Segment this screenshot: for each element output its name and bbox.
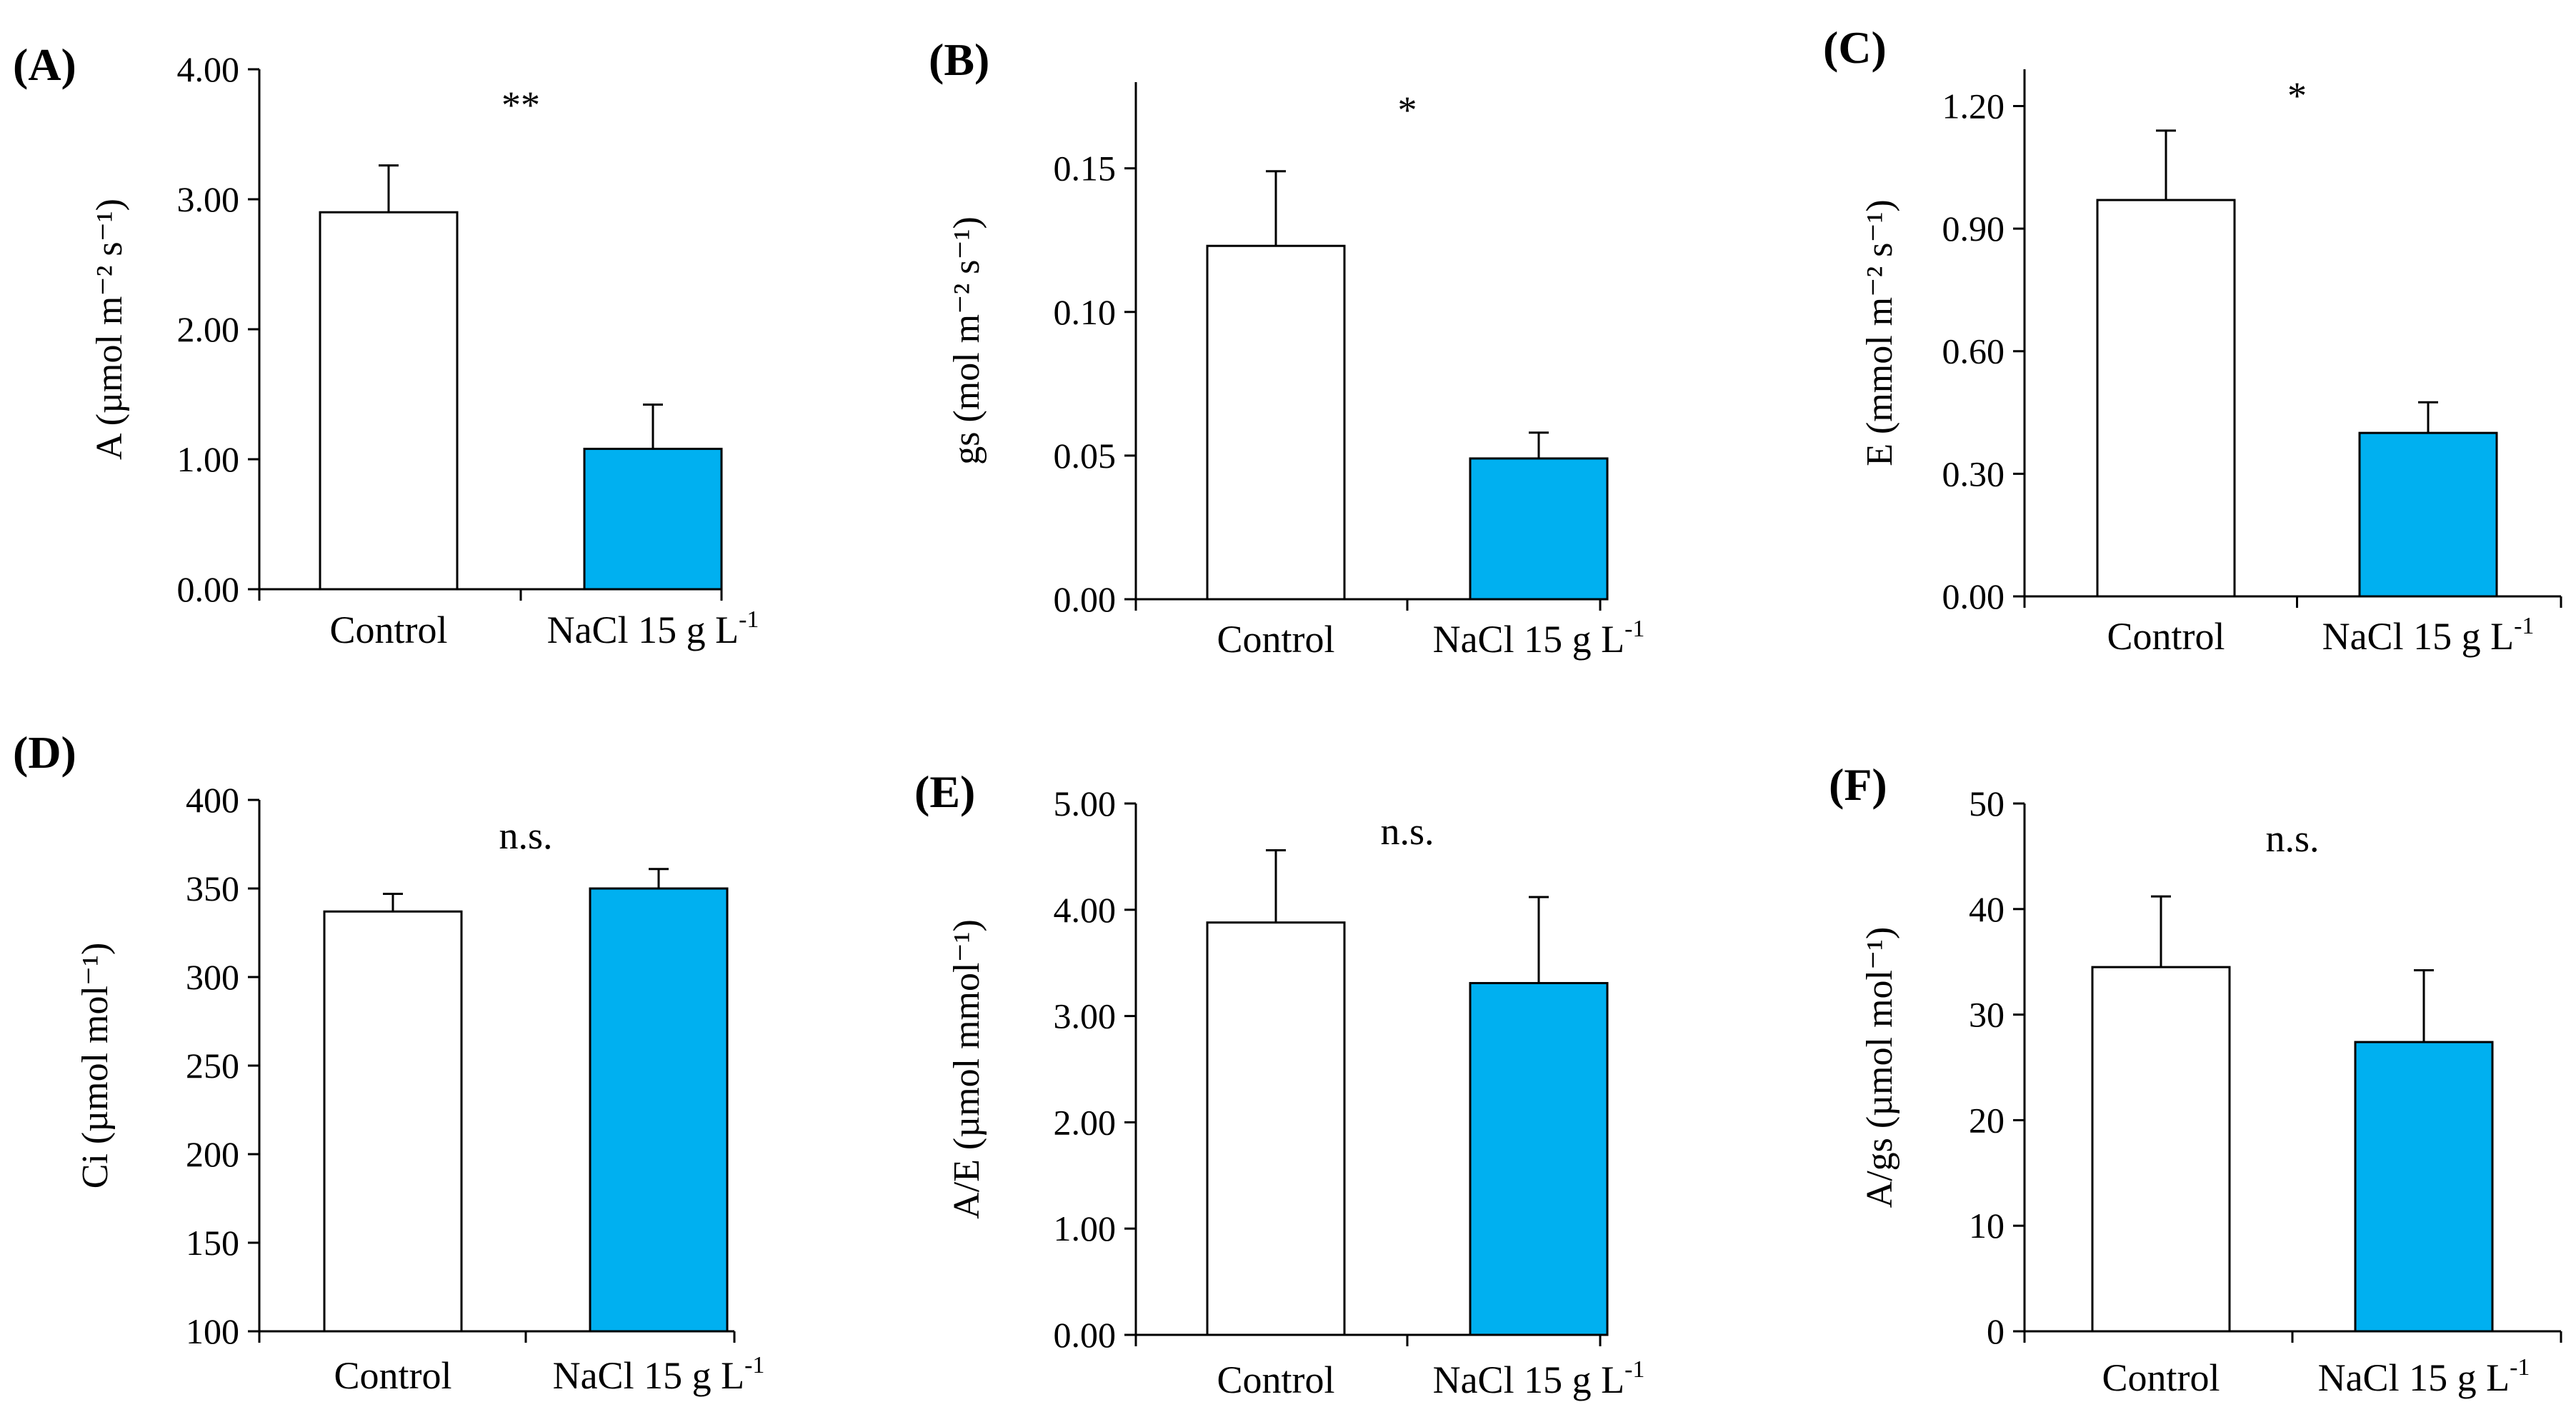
category-label: Control	[1217, 618, 1334, 661]
bar-control	[1206, 244, 1346, 601]
chart-panel-3: (C) 0.00 0.30 0.60 0.90 1.20 E (mmol m⁻² s⁻¹) C…	[1823, 22, 2562, 658]
bar-nacl	[2354, 1041, 2494, 1333]
y-tick-label: 3.00	[177, 179, 240, 219]
y-tick-label: 200	[186, 1134, 239, 1174]
category-superscript: -1	[744, 1352, 764, 1378]
category-label: Control	[2107, 615, 2225, 658]
category-label: Control	[329, 609, 447, 651]
significance-label: n.s.	[1380, 810, 1434, 853]
category-label: Control	[334, 1354, 451, 1397]
panel-label: (D)	[13, 727, 76, 778]
chart-panel-4: (D) 100 150 200 250 300 350 400 Ci (µmol mol⁻¹) C…	[13, 727, 764, 1397]
y-tick-label: 2.00	[1054, 1102, 1117, 1142]
bar-control	[1206, 921, 1346, 1336]
significance-label: n.s.	[2265, 817, 2319, 860]
category-superscript: -1	[739, 606, 759, 633]
significance-label: n.s.	[499, 814, 552, 857]
y-tick-label: 1.00	[177, 439, 240, 479]
y-tick-label: 0	[1987, 1311, 2005, 1351]
category-label: Control	[1217, 1358, 1334, 1401]
significance-label: *	[2287, 74, 2307, 117]
y-axis-label: A (µmol m⁻² s⁻¹)	[89, 199, 130, 460]
y-axis-label: A/E (µmol mmol⁻¹)	[947, 919, 987, 1219]
category-superscript: -1	[1624, 1356, 1644, 1383]
y-axis-label: A/gs (µmol mol⁻¹)	[1859, 927, 1900, 1208]
bar-control	[2091, 966, 2231, 1333]
category-label: Control	[2102, 1356, 2220, 1399]
y-tick-label: 0.10	[1054, 292, 1117, 332]
panel-label: (E)	[914, 766, 975, 817]
category-label: NaCl 15 g L-1	[553, 1352, 765, 1397]
panel-label: (A)	[13, 39, 76, 90]
y-tick-label: 0.00	[1942, 576, 2005, 616]
panel-label: (B)	[929, 34, 989, 85]
y-tick-label: 100	[186, 1311, 239, 1351]
category-label: NaCl 15 g L-1	[1433, 1356, 1645, 1401]
significance-label: **	[501, 84, 540, 126]
significance-label: *	[1398, 89, 1417, 131]
bar-nacl	[2358, 431, 2498, 598]
bar-nacl	[589, 887, 729, 1333]
y-tick-label: 5.00	[1054, 783, 1117, 823]
panel-label: (F)	[1829, 759, 1887, 810]
y-tick-label: 300	[186, 957, 239, 997]
y-tick-label: 150	[186, 1223, 239, 1263]
y-tick-label: 20	[1969, 1100, 2005, 1140]
category-label: NaCl 15 g L-1	[547, 606, 759, 651]
bar-nacl	[1469, 457, 1609, 601]
category-superscript: -1	[2510, 1354, 2530, 1381]
bar-control	[2096, 199, 2236, 598]
y-tick-label: 0.00	[177, 569, 240, 609]
y-tick-label: 0.00	[1054, 1315, 1117, 1355]
y-tick-label: 30	[1969, 995, 2005, 1035]
chart-panel-1: (A) 0.00 1.00 2.00 3.00 4.00 A (µmol m⁻² s⁻¹) C…	[13, 39, 759, 651]
chart-panel-2: (B) 0.00 0.05 0.10 0.15 gs (mol m⁻² s⁻¹) Contr…	[929, 34, 1644, 661]
y-tick-label: 0.90	[1942, 209, 2005, 249]
chart-panel-6: (F) 0 10 20 30 40 50 A/gs (µmol mol⁻¹) Control Na…	[1829, 759, 2562, 1399]
y-tick-label: 4.00	[177, 49, 240, 89]
y-tick-label: 40	[1969, 889, 2005, 929]
y-axis-label: gs (mol m⁻² s⁻¹)	[947, 216, 987, 465]
category-label: NaCl 15 g L-1	[2318, 1354, 2530, 1399]
y-tick-label: 350	[186, 868, 239, 908]
chart-panel-5: (E) 0.00 1.00 2.00 3.00 4.00 5.00 A/E (µmol mmo…	[914, 766, 1644, 1401]
y-tick-label: 0.60	[1942, 331, 2005, 371]
category-superscript: -1	[2514, 613, 2534, 639]
bar-control	[323, 910, 463, 1333]
y-tick-label: 3.00	[1054, 996, 1117, 1036]
y-tick-label: 0.30	[1942, 454, 2005, 494]
category-label: NaCl 15 g L-1	[2322, 613, 2535, 658]
category-label: NaCl 15 g L-1	[1433, 616, 1645, 661]
y-tick-label: 0.00	[1054, 579, 1117, 619]
y-axis-label: E (mmol m⁻² s⁻¹)	[1859, 199, 1900, 466]
y-tick-label: 10	[1969, 1206, 2005, 1246]
y-tick-label: 1.20	[1942, 86, 2005, 126]
bar-nacl	[583, 447, 723, 591]
category-superscript: -1	[1624, 616, 1644, 642]
bar-control	[319, 211, 459, 591]
y-tick-label: 2.00	[177, 309, 240, 349]
y-tick-label: 1.00	[1054, 1208, 1117, 1248]
panel-label: (C)	[1823, 22, 1887, 73]
y-tick-label: 0.15	[1054, 149, 1117, 189]
y-tick-label: 4.00	[1054, 890, 1117, 930]
y-axis-label: Ci (µmol mol⁻¹)	[75, 943, 116, 1189]
y-tick-label: 400	[186, 780, 239, 820]
y-tick-label: 0.05	[1054, 436, 1117, 476]
y-tick-label: 250	[186, 1046, 239, 1086]
bar-nacl	[1469, 981, 1609, 1336]
y-tick-label: 50	[1969, 783, 2005, 823]
